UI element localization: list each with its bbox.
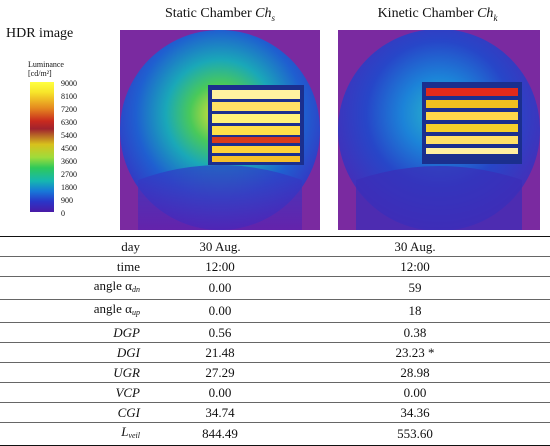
kinetic-value: 18 (280, 299, 550, 323)
kinetic-value: 28.98 (280, 362, 550, 383)
metric-label: time (0, 256, 160, 277)
kinetic-value: 0.00 (280, 382, 550, 403)
static-value: 12:00 (160, 256, 280, 277)
static-value: 0.00 (160, 276, 280, 300)
static-value: 21.48 (160, 342, 280, 363)
legend-tick-label: 1800 (61, 183, 77, 192)
kinetic-value: 30 Aug. (280, 236, 550, 257)
static-value: 27.29 (160, 362, 280, 383)
metric-label: angle αup (0, 299, 160, 323)
table-row: VCP 0.00 0.00 (0, 382, 550, 403)
legend-tick-label: 4500 (61, 144, 77, 153)
kinetic-value: 553.60 (280, 422, 550, 446)
metric-label: VCP (0, 382, 160, 403)
kinetic-value: 12:00 (280, 256, 550, 277)
legend-color-bar (30, 82, 54, 212)
table-row: angle αup 0.00 18 (0, 299, 550, 323)
static-chamber-hdr-image (120, 30, 320, 230)
static-chamber-title: Static Chamber Chs (164, 6, 276, 23)
legend-tick-label: 7200 (61, 105, 77, 114)
legend-tick-label: 6300 (61, 118, 77, 127)
table-row: CGI 34.74 34.36 (0, 402, 550, 423)
table-row: time 12:00 12:00 (0, 256, 550, 277)
metric-label: angle αdn (0, 276, 160, 300)
metric-label: UGR (0, 362, 160, 383)
legend-tick-label: 5400 (61, 131, 77, 140)
metric-label: day (0, 236, 160, 257)
kinetic-chamber-hdr-image (338, 30, 540, 230)
legend-tick-label: 900 (61, 196, 73, 205)
legend-tick-label: 3600 (61, 157, 77, 166)
kinetic-value: 59 (280, 276, 550, 300)
static-value: 34.74 (160, 402, 280, 423)
static-value: 0.00 (160, 299, 280, 323)
legend-ticks: 9000 8100 7200 6300 5400 4500 3600 2700 1800 900 0 (61, 79, 91, 218)
table-row: Lveil 844.49 553.60 (0, 422, 550, 446)
kinetic-value: 23.23 * (280, 342, 550, 363)
metric-label: DGI (0, 342, 160, 363)
table-row: angle αdn 0.00 59 (0, 276, 550, 300)
metric-label: CGI (0, 402, 160, 423)
legend-tick-label: 2700 (61, 170, 77, 179)
kinetic-value: 34.36 (280, 402, 550, 423)
legend-tick-label: 8100 (61, 92, 77, 101)
legend-title: Luminance [cd/m²] (28, 60, 64, 78)
legend-tick-label: 0 (61, 209, 65, 218)
static-value: 30 Aug. (160, 236, 280, 257)
static-value: 844.49 (160, 422, 280, 446)
table-row: DGP 0.56 0.38 (0, 322, 550, 343)
kinetic-chamber-title: Kinetic Chamber Chk (377, 6, 498, 23)
table-row: DGI 21.48 23.23 * (0, 342, 550, 363)
static-value: 0.00 (160, 382, 280, 403)
luminance-legend: Luminance [cd/m²] 9000 8100 7200 6300 5400 45… (28, 60, 90, 220)
glare-metrics-table: day 30 Aug. 30 Aug. time 12:00 12:00 angle αdn… (0, 236, 550, 446)
hdr-image-label: HDR image (6, 26, 74, 41)
legend-tick-label: 9000 (61, 79, 77, 88)
table-row: UGR 27.29 28.98 (0, 362, 550, 383)
metric-label: DGP (0, 322, 160, 343)
table-row: day 30 Aug. 30 Aug. (0, 236, 550, 257)
kinetic-value: 0.38 (280, 322, 550, 343)
metric-label: Lveil (0, 422, 160, 446)
static-value: 0.56 (160, 322, 280, 343)
